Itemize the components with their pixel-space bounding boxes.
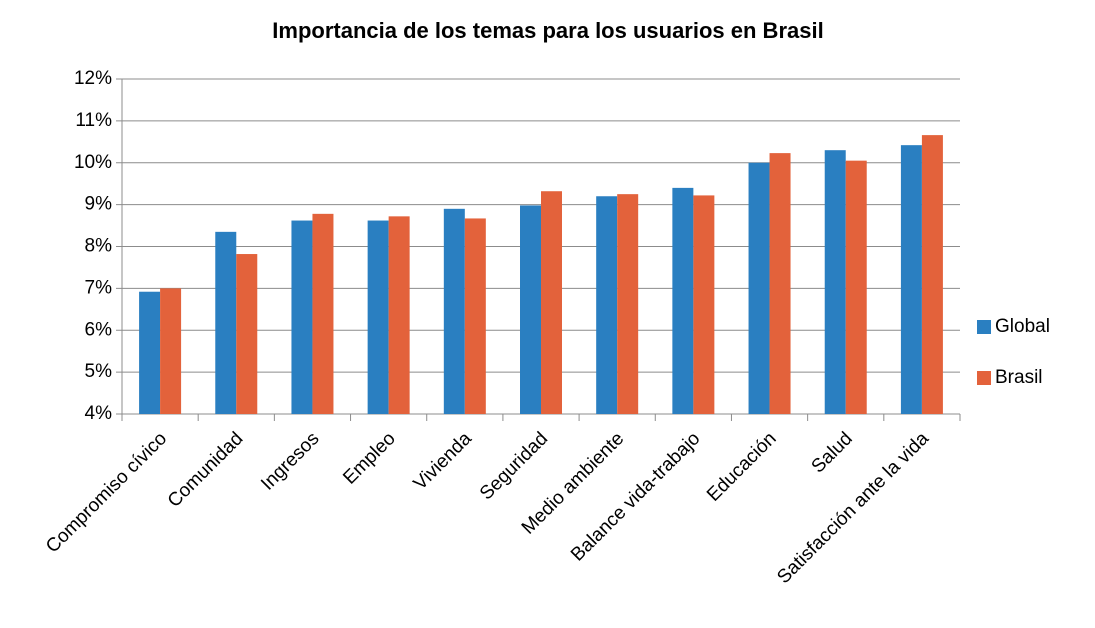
y-tick-label: 8% [85,236,113,257]
x-tick-label: Satisfacción ante la vida [773,428,933,588]
bar [367,220,389,414]
bar [236,254,258,414]
bar [900,145,922,414]
bar [693,195,715,414]
bar [215,231,237,414]
bar [921,135,943,415]
legend-swatch [977,371,991,385]
bar [443,208,465,414]
bar [520,205,541,414]
x-tick-label: Seguridad [476,428,552,504]
x-tick-label: Educación [703,428,781,506]
y-tick-label: 11% [75,110,112,131]
bar [596,196,618,414]
y-tick-label: 7% [85,277,113,298]
bar [291,220,313,414]
x-tick-label: Ingresos [257,428,323,494]
y-tick-label: 5% [85,361,113,382]
bar [824,150,846,414]
bar [388,216,410,414]
bar [541,191,562,414]
bar [312,213,334,414]
bar [769,153,791,414]
legend-label: Brasil [995,367,1043,388]
bar [748,162,770,414]
bar [617,194,639,414]
legend-swatch [977,320,991,334]
bar [845,160,867,414]
y-tick-label: 4% [85,403,113,424]
bar [139,291,161,414]
bar [672,187,694,414]
y-tick-label: 9% [85,194,113,215]
x-tick-label: Vivienda [410,428,476,494]
chart-title: Importancia de los temas para los usuari… [272,18,823,43]
y-tick-label: 10% [74,152,112,173]
x-tick-label: Salud [808,428,857,477]
y-tick-label: 6% [85,319,113,340]
x-tick-label: Balance vida-trabajo [567,428,704,565]
bar [464,218,486,414]
y-tick-label: 12% [74,68,112,89]
legend-label: Global [995,316,1050,337]
bar [160,288,182,414]
x-tick-label: Compromiso cívico [42,428,171,557]
x-tick-label: Empleo [339,428,399,488]
x-tick-label: Comunidad [164,428,248,512]
